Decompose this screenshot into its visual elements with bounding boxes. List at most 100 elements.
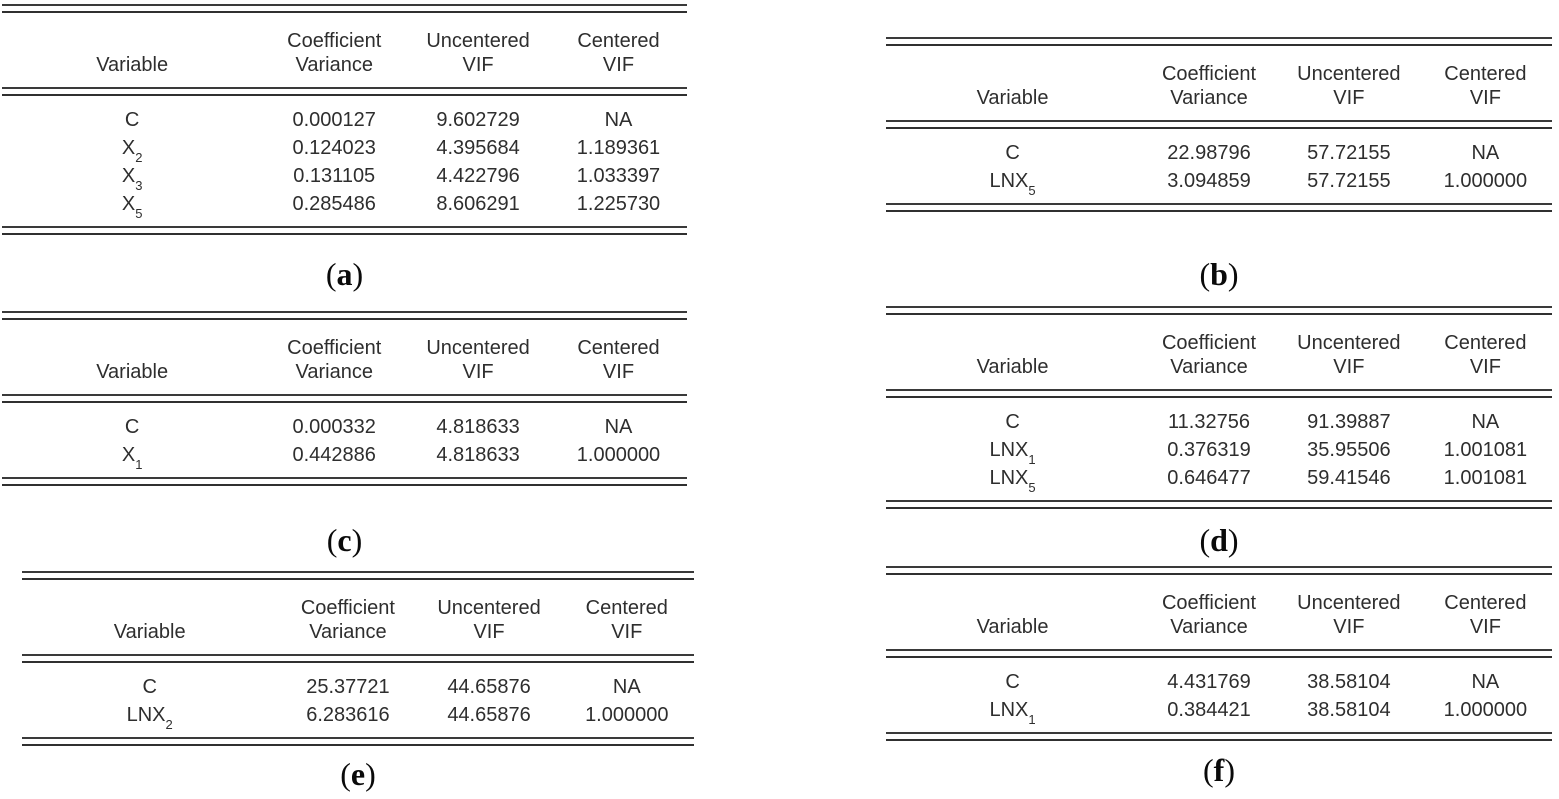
value-cell: NA [1471,411,1500,433]
table-row: C 0.000332 4.818633 NA [2,413,687,441]
value-cell: 6.283616 [306,704,390,726]
header-divider-rule [886,649,1552,658]
label-letter: f [1213,752,1225,788]
column-header: Uncentered VIF [437,597,541,643]
value-cell: 9.602729 [436,109,520,131]
value-cell: NA [1471,142,1500,164]
column-header: Variable [976,87,1049,109]
table-row: LNX2 6.283616 44.65876 1.000000 [22,701,694,732]
label-paren-open: ( [326,522,338,558]
value-cell: 0.124023 [292,137,376,159]
value-cell: 44.65876 [447,704,531,726]
value-cell: 1.001081 [1443,439,1528,461]
value-cell: 25.37721 [306,676,390,698]
value-cell: 0.131105 [293,165,376,187]
table-header-row: Variable Coefficient Variance Uncentered VIF… [2,320,687,394]
column-header: Uncentered VIF [1297,332,1401,378]
variable-cell: X2 [121,137,143,165]
table-top-rule [2,311,687,320]
variable-cell: LNX5 [989,170,1036,198]
table-header-row: Variable Coefficient Variance Uncentered VIF… [886,575,1552,649]
value-cell: 1.000000 [1443,699,1528,721]
value-cell: NA [1471,671,1500,693]
label-letter: d [1210,522,1228,558]
value-cell: 38.58104 [1307,699,1391,721]
table-row: LNX5 0.646477 59.41546 1.001081 [886,464,1552,495]
column-header: Variable [976,616,1049,638]
header-divider-rule [2,87,687,96]
label-paren-close: ) [1224,752,1235,788]
column-header: Centered VIF [585,597,668,643]
vif-table-f: Variable Coefficient Variance Uncentered VIF… [886,566,1552,741]
value-cell: 1.000000 [585,704,669,726]
column-header: Coefficient Variance [1161,63,1257,109]
label-paren-close: ) [351,522,363,558]
column-header: Centered VIF [1444,63,1527,109]
vif-table-a: Variable Coefficient Variance Uncentered VIF… [2,4,687,235]
table-bottom-rule [886,732,1552,741]
variable-cell: X5 [121,193,143,221]
table-row: LNX5 3.094859 57.72155 1.000000 [886,167,1552,198]
label-paren-open: ( [1203,752,1214,788]
vif-table-e: Variable Coefficient Variance Uncentered VIF… [22,571,694,746]
value-cell: 1.000000 [1443,170,1528,192]
table-row: X2 0.124023 4.395684 1.189361 [2,134,687,165]
value-cell: 0.000332 [292,416,376,438]
column-header: Coefficient Variance [300,597,395,643]
table-label-b: (b) [886,255,1552,293]
value-cell: 0.646477 [1167,467,1251,489]
header-divider-rule [22,654,694,663]
value-cell: 1.033397 [576,165,661,187]
table-row: X3 0.131105 4.422796 1.033397 [2,162,687,192]
value-cell: NA [612,676,641,698]
table-top-rule [886,566,1552,575]
table-body: C 11.32756 91.39887 NA LNX1 0.376319 35.95506 1… [886,398,1552,500]
value-cell: 8.606291 [436,193,520,215]
label-paren-open: ( [1199,256,1211,292]
table-body: C 4.431769 38.58104 NA LNX1 0.384421 38.58104 1… [886,658,1552,732]
table-body: C 0.000127 9.602729 NA X2 0.124023 4.395684 1.1… [2,96,687,226]
value-cell: 35.95506 [1307,439,1391,461]
label-letter: e [350,756,366,792]
value-cell: 11.32756 [1168,411,1250,433]
column-header: Centered VIF [577,337,660,383]
column-header: Centered VIF [577,30,660,76]
label-paren-close: ) [1227,522,1239,558]
label-paren-open: ( [1199,522,1211,558]
value-cell: 0.000127 [292,109,376,131]
label-letter: c [337,522,352,558]
table-top-rule [886,37,1552,46]
label-paren-open: ( [340,756,351,792]
variable-cell: C [124,109,140,131]
value-cell: 4.395684 [436,137,520,159]
variable-cell: LNX1 [989,439,1036,467]
column-header: Uncentered VIF [1297,592,1401,638]
variable-cell: LNX2 [126,704,173,732]
table-header-row: Variable Coefficient Variance Uncentered VIF… [886,315,1552,389]
table-bottom-rule [886,203,1552,212]
table-row: C 25.37721 44.65876 NA [22,673,694,701]
value-cell: 0.285486 [292,193,376,215]
column-header: Uncentered VIF [426,337,530,383]
column-header: Centered VIF [1444,332,1527,378]
table-label-e: (e) [22,755,694,793]
table-header-row: Variable Coefficient Variance Uncentered VIF… [22,580,694,654]
table-body: C 22.98796 57.72155 NA LNX5 3.094859 57.72155 1… [886,129,1552,203]
value-cell: 4.818633 [436,444,520,466]
column-header: Variable [113,621,186,643]
value-cell: 1.189361 [576,137,661,159]
value-cell: 1.001081 [1443,467,1528,489]
variable-cell: LNX5 [989,467,1036,495]
variable-cell: LNX1 [989,699,1036,727]
table-row: C 11.32756 91.39887 NA [886,408,1552,436]
table-bottom-rule [22,737,694,746]
value-cell: 4.422796 [436,165,520,187]
label-letter: a [336,256,353,292]
column-header: Coefficient Variance [287,30,382,76]
table-body: C 0.000332 4.818633 NA X1 0.442886 4.818633 1.0… [2,403,687,477]
table-label-a: (a) [2,255,687,293]
vif-table-b: Variable Coefficient Variance Uncentered VIF… [886,37,1552,212]
variable-cell: C [124,416,140,438]
variable-cell: C [1005,671,1020,693]
